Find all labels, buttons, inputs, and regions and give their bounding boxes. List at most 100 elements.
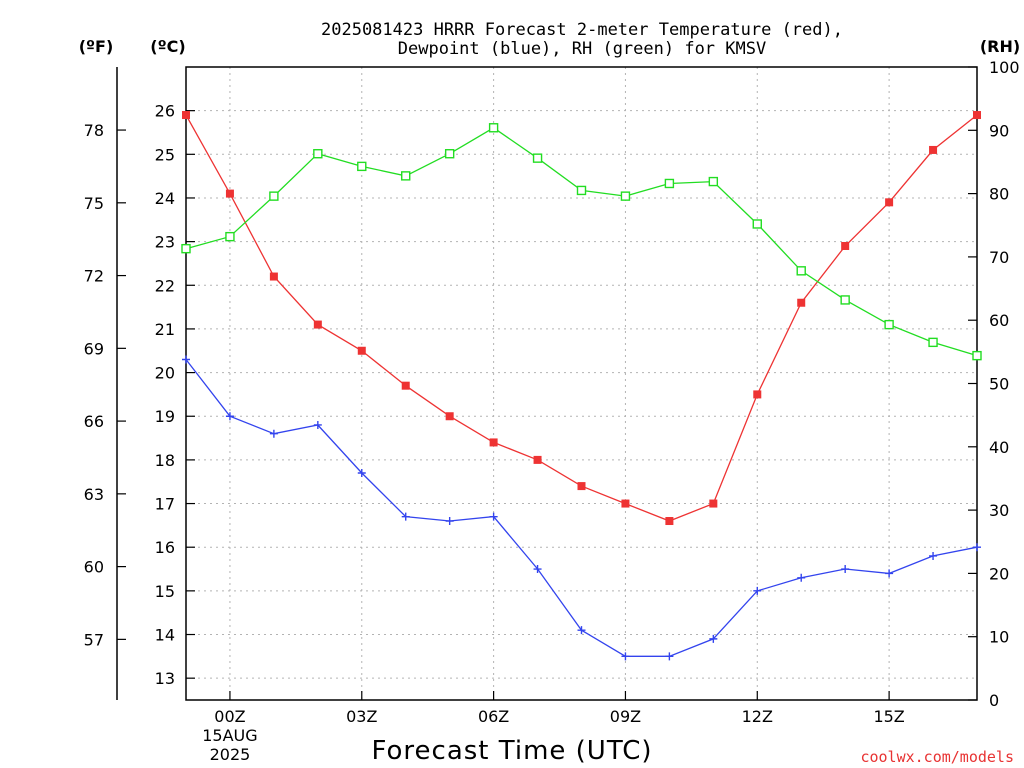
- temperature-point: [313, 320, 322, 329]
- temperature-point: [225, 189, 234, 198]
- fahrenheit-tick-label: 69: [84, 339, 104, 358]
- dewpoint-point: [885, 569, 894, 578]
- temperature-point: [357, 346, 366, 355]
- celsius-tick-label: 18: [155, 451, 175, 470]
- rh-point: [401, 171, 411, 181]
- fahrenheit-tick-label: 75: [84, 194, 104, 213]
- dewpoint-point: [445, 517, 454, 526]
- temperature-point: [841, 241, 850, 250]
- fahrenheit-unit-label: (ºF): [79, 37, 114, 56]
- x-axis-label: Forecast Time (UTC): [371, 736, 652, 766]
- rh-tick-label: 90: [989, 121, 1009, 140]
- rh-point: [181, 243, 191, 254]
- celsius-tick-label: 19: [155, 407, 175, 426]
- dewpoint-point: [269, 429, 278, 438]
- temperature-point: [973, 111, 981, 120]
- fahrenheit-tick-label: 72: [84, 267, 104, 286]
- dewpoint-point: [313, 420, 322, 429]
- dewpoint-point: [577, 626, 586, 635]
- rh-point: [708, 176, 719, 187]
- rh-tick-label: 50: [989, 375, 1009, 394]
- chart-title-line-2: Dewpoint (blue), RH (green) for KMSV: [398, 39, 766, 59]
- x-tick-label: 06Z: [478, 707, 509, 726]
- temperature-point: [885, 198, 894, 207]
- rh-point: [269, 191, 279, 201]
- rh-point: [576, 185, 587, 196]
- rh-point: [972, 350, 982, 361]
- rh-point: [313, 149, 323, 159]
- temperature-point: [797, 298, 806, 307]
- celsius-tick-label: 24: [155, 189, 175, 208]
- rh-tick-label: 80: [989, 185, 1009, 204]
- temperature-point: [182, 111, 190, 120]
- rh-point: [796, 266, 806, 276]
- axes: [116, 66, 978, 701]
- dewpoint-point: [533, 565, 542, 574]
- temperature-series: [182, 111, 981, 526]
- temperature-point: [709, 499, 718, 508]
- dewpoint-point: [401, 512, 410, 521]
- x-tick-label: 00Z: [214, 707, 245, 726]
- fahrenheit-tick-label: 63: [84, 485, 104, 504]
- temperature-point: [665, 517, 674, 526]
- rh-point: [620, 191, 631, 201]
- x-tick-label: 09Z: [610, 707, 641, 726]
- dewpoint-point: [225, 412, 234, 421]
- celsius-tick-label: 14: [155, 626, 175, 645]
- rh-unit-label: (RH): [980, 37, 1020, 56]
- dewpoint-point: [753, 586, 762, 595]
- x-tick-label: 15AUG: [202, 726, 257, 745]
- celsius-tick-label: 21: [155, 320, 175, 339]
- plot-frame: [185, 66, 978, 701]
- celsius-tick-label: 25: [155, 145, 175, 164]
- series-layer: [181, 111, 982, 661]
- fahrenheit-tick-label: 66: [84, 412, 104, 431]
- temperature-point: [577, 482, 586, 491]
- temperature-point: [621, 499, 630, 508]
- celsius-tick-label: 22: [155, 276, 175, 295]
- rh-tick-label: 40: [989, 438, 1009, 457]
- dewpoint-point: [709, 634, 718, 643]
- rh-point: [444, 149, 455, 159]
- rh-tick-label: 100: [989, 58, 1020, 77]
- rh-point: [532, 153, 543, 163]
- celsius-tick-label: 15: [155, 582, 175, 601]
- celsius-tick-label: 17: [155, 495, 175, 514]
- rh-series: [181, 123, 982, 361]
- x-tick-label: 03Z: [346, 707, 377, 726]
- rh-tick-label: 60: [989, 311, 1009, 330]
- rh-tick-label: 30: [989, 501, 1009, 520]
- celsius-tick-label: 13: [155, 669, 175, 688]
- chart-title-line-1: 2025081423 HRRR Forecast 2-meter Tempera…: [321, 20, 843, 40]
- rh-point: [225, 231, 235, 242]
- dewpoint-point: [489, 512, 498, 521]
- rh-tick-label: 20: [989, 564, 1009, 583]
- celsius-tick-label: 23: [155, 233, 175, 252]
- rh-tick-label: 10: [989, 628, 1009, 647]
- dewpoint-point: [797, 573, 806, 582]
- grid: [186, 67, 977, 700]
- celsius-tick-label: 16: [155, 538, 175, 557]
- dewpoint-point: [841, 565, 850, 574]
- dewpoint-point: [973, 543, 981, 552]
- temperature-point: [929, 145, 938, 154]
- rh-point: [840, 295, 850, 305]
- dewpoint-series: [182, 355, 981, 661]
- rh-point: [884, 319, 894, 330]
- dewpoint-point: [665, 652, 674, 661]
- celsius-unit-label: (ºC): [150, 37, 185, 56]
- rh-tick-label: 70: [989, 248, 1009, 267]
- x-tick-label: 12Z: [742, 707, 773, 726]
- temperature-point: [533, 455, 542, 464]
- fahrenheit-tick-label: 78: [84, 121, 104, 140]
- fahrenheit-tick-label: 57: [84, 630, 104, 649]
- x-tick-label: 15Z: [873, 707, 904, 726]
- dewpoint-line: [185, 359, 978, 657]
- temperature-point: [269, 272, 278, 281]
- celsius-tick-label: 26: [155, 102, 175, 121]
- tick-labels: 13 14 15 16 17 18 19 20 21 22 23 24 25 26 00Z15AUG2025…: [84, 58, 1020, 764]
- rh-tick-label: 0: [989, 691, 999, 710]
- rh-point: [664, 178, 675, 189]
- rh-point: [752, 219, 762, 229]
